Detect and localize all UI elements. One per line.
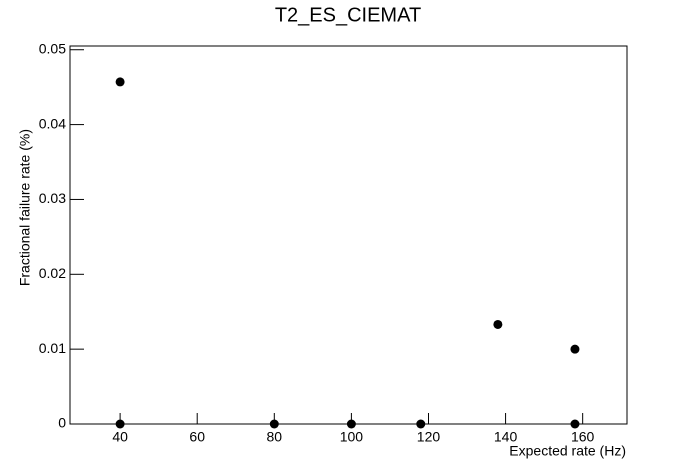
y-tick-label: 0.02 xyxy=(39,265,66,281)
chart-title: T2_ES_CIEMAT xyxy=(275,4,421,26)
y-tick-label: 0 xyxy=(58,415,66,431)
point xyxy=(416,419,426,429)
y-tick-label: 0.04 xyxy=(39,115,66,131)
x-axis-label: Expected rate (Hz) xyxy=(509,443,626,459)
point xyxy=(346,419,356,429)
x-tick-label: 160 xyxy=(571,429,595,445)
point xyxy=(570,419,580,429)
x-tick-label: 140 xyxy=(494,429,518,445)
x-tick-label: 120 xyxy=(417,429,441,445)
y-tick-label: 0.05 xyxy=(39,40,66,56)
point xyxy=(115,419,125,429)
x-tick-label: 60 xyxy=(189,429,205,445)
x-tick-label: 80 xyxy=(267,429,283,445)
point xyxy=(570,344,580,354)
y-axis-label: Fractional failure rate (%) xyxy=(17,129,33,286)
y-tick-label: 0.03 xyxy=(39,190,66,206)
point xyxy=(115,77,125,87)
y-tick-label: 0.01 xyxy=(39,340,66,356)
point xyxy=(269,419,279,429)
point xyxy=(493,319,503,329)
x-tick-label: 40 xyxy=(112,429,128,445)
x-tick-label: 100 xyxy=(340,429,364,445)
